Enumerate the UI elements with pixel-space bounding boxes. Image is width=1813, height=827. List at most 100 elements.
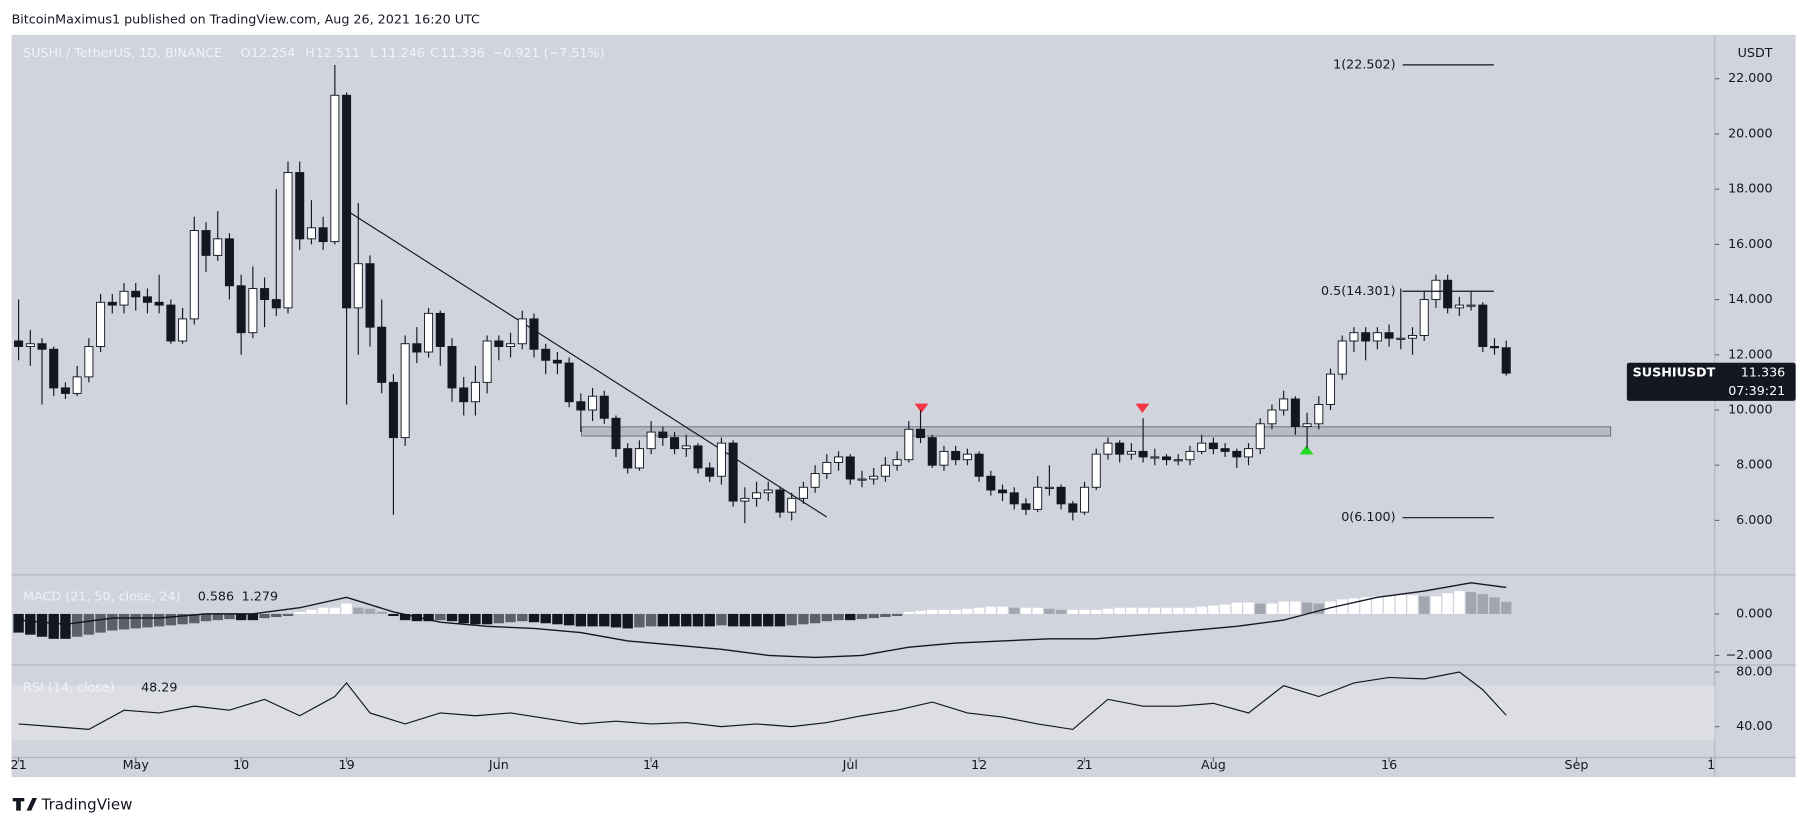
macd-histogram-bar — [1032, 607, 1043, 614]
candle-body — [1337, 340, 1347, 375]
candle-body — [1290, 398, 1300, 428]
candle-body — [60, 387, 70, 394]
x-tick-label: 1 — [1707, 757, 1715, 772]
y-tick-label: 12.000 — [1728, 346, 1772, 361]
x-tick-label: Jun — [488, 757, 509, 772]
macd-histogram-bar — [165, 613, 177, 626]
legend-label: H — [305, 45, 315, 60]
macd-histogram-bar — [528, 613, 540, 623]
candle-body — [459, 387, 469, 403]
y-tick-label: 8.000 — [1736, 457, 1772, 472]
candle-body — [646, 431, 656, 450]
candle-body — [1372, 332, 1382, 342]
candle-body — [260, 288, 270, 301]
macd-histogram-bar — [798, 613, 809, 625]
candle-body — [96, 301, 106, 347]
macd-histogram-bar — [376, 611, 387, 614]
macd-histogram-bar — [1301, 602, 1313, 614]
candle-body — [72, 376, 82, 394]
macd-histogram-bar — [399, 613, 411, 621]
candle-body — [670, 437, 680, 450]
y-tick-label: 22.000 — [1728, 70, 1772, 85]
macd-histogram-bar — [833, 613, 844, 621]
macd-histogram-bar — [563, 613, 575, 626]
candle-body — [1279, 398, 1289, 411]
chart-area — [11, 34, 1796, 778]
macd-histogram-bar — [1055, 609, 1067, 614]
macd-histogram-bar — [1489, 597, 1500, 614]
support-arrow — [1299, 445, 1314, 455]
macd-histogram-bar — [306, 609, 317, 614]
macd-histogram-bar — [95, 613, 106, 633]
rsi-line — [18, 671, 1507, 730]
macd-histogram-bar — [1266, 603, 1278, 614]
macd-histogram-bar — [1407, 595, 1418, 614]
macd-histogram-bar — [353, 607, 364, 614]
candle-body — [740, 497, 750, 502]
candle-body — [927, 437, 937, 466]
macd-title: MACD (21, 50, close, 24) — [23, 588, 180, 603]
candle-body — [962, 453, 972, 461]
macd-histogram-bar — [1044, 608, 1055, 614]
legend-change: −0.921 (−7.51%) — [493, 45, 605, 60]
macd-histogram-bar — [48, 613, 59, 639]
macd-histogram-bar — [1255, 603, 1266, 614]
candle-body — [435, 312, 445, 347]
x-tick-label: Aug — [1201, 757, 1226, 772]
macd-histogram-bar — [962, 608, 973, 614]
macd-histogram-bar — [1501, 601, 1512, 614]
macd-histogram-bar — [1196, 606, 1207, 614]
macd-histogram-bar — [1360, 597, 1371, 614]
candle-body — [892, 459, 902, 466]
macd-histogram-bar — [364, 608, 376, 614]
candle-body — [271, 299, 281, 309]
macd-histogram-bar — [493, 613, 505, 624]
candle-body — [658, 431, 668, 439]
candle-body — [447, 346, 457, 389]
trend-line — [346, 210, 828, 518]
macd-histogram-bar — [1477, 594, 1488, 614]
candle-body — [377, 326, 387, 383]
candle-body — [541, 348, 551, 361]
candle-body — [1349, 332, 1359, 342]
tradingview-logo: TradingView — [12, 795, 132, 813]
x-tick-label: Jul — [842, 757, 858, 772]
macd-histogram-bar — [1465, 592, 1477, 614]
macd-histogram-bar — [856, 613, 868, 620]
candle-body — [1302, 423, 1312, 428]
candle-body — [353, 263, 363, 309]
macd-histogram-bar — [786, 613, 797, 626]
macd-histogram-bar — [727, 613, 739, 627]
macd-histogram-bar — [470, 613, 481, 625]
macd-histogram-bar — [1313, 603, 1325, 614]
candle-body — [834, 456, 844, 463]
candle-body — [1489, 346, 1500, 349]
candle-body — [998, 489, 1008, 494]
macd-histogram-bar — [118, 613, 130, 630]
candle-body — [107, 301, 117, 306]
candle-body — [939, 450, 949, 466]
macd-histogram-bar — [657, 613, 669, 627]
macd-histogram-bar — [809, 613, 821, 624]
candle-body — [25, 343, 35, 347]
macd-histogram-bar — [107, 613, 118, 631]
candle-body — [681, 445, 691, 450]
macd-histogram-bar — [294, 611, 305, 614]
candle-body — [342, 94, 352, 309]
macd-histogram-bar — [481, 613, 493, 625]
macd-histogram-bar — [587, 613, 598, 627]
candle-body — [131, 290, 141, 298]
macd-histogram-bar — [200, 613, 212, 622]
candle-body — [1466, 304, 1476, 307]
macd-histogram-bar — [763, 613, 774, 627]
candle-body — [119, 290, 129, 306]
candle-body — [1080, 486, 1090, 513]
candle-body — [1326, 373, 1336, 405]
macd-histogram-bar — [1395, 595, 1406, 614]
candle-body — [1197, 442, 1207, 452]
plot-layer: 1(22.502) 0.5(14.301) 0(6.100) — [14, 56, 1612, 524]
candle-body — [178, 318, 188, 342]
macd-histogram-bar — [716, 613, 727, 626]
x-tick-label: May — [123, 757, 150, 772]
candle-body — [763, 489, 773, 494]
